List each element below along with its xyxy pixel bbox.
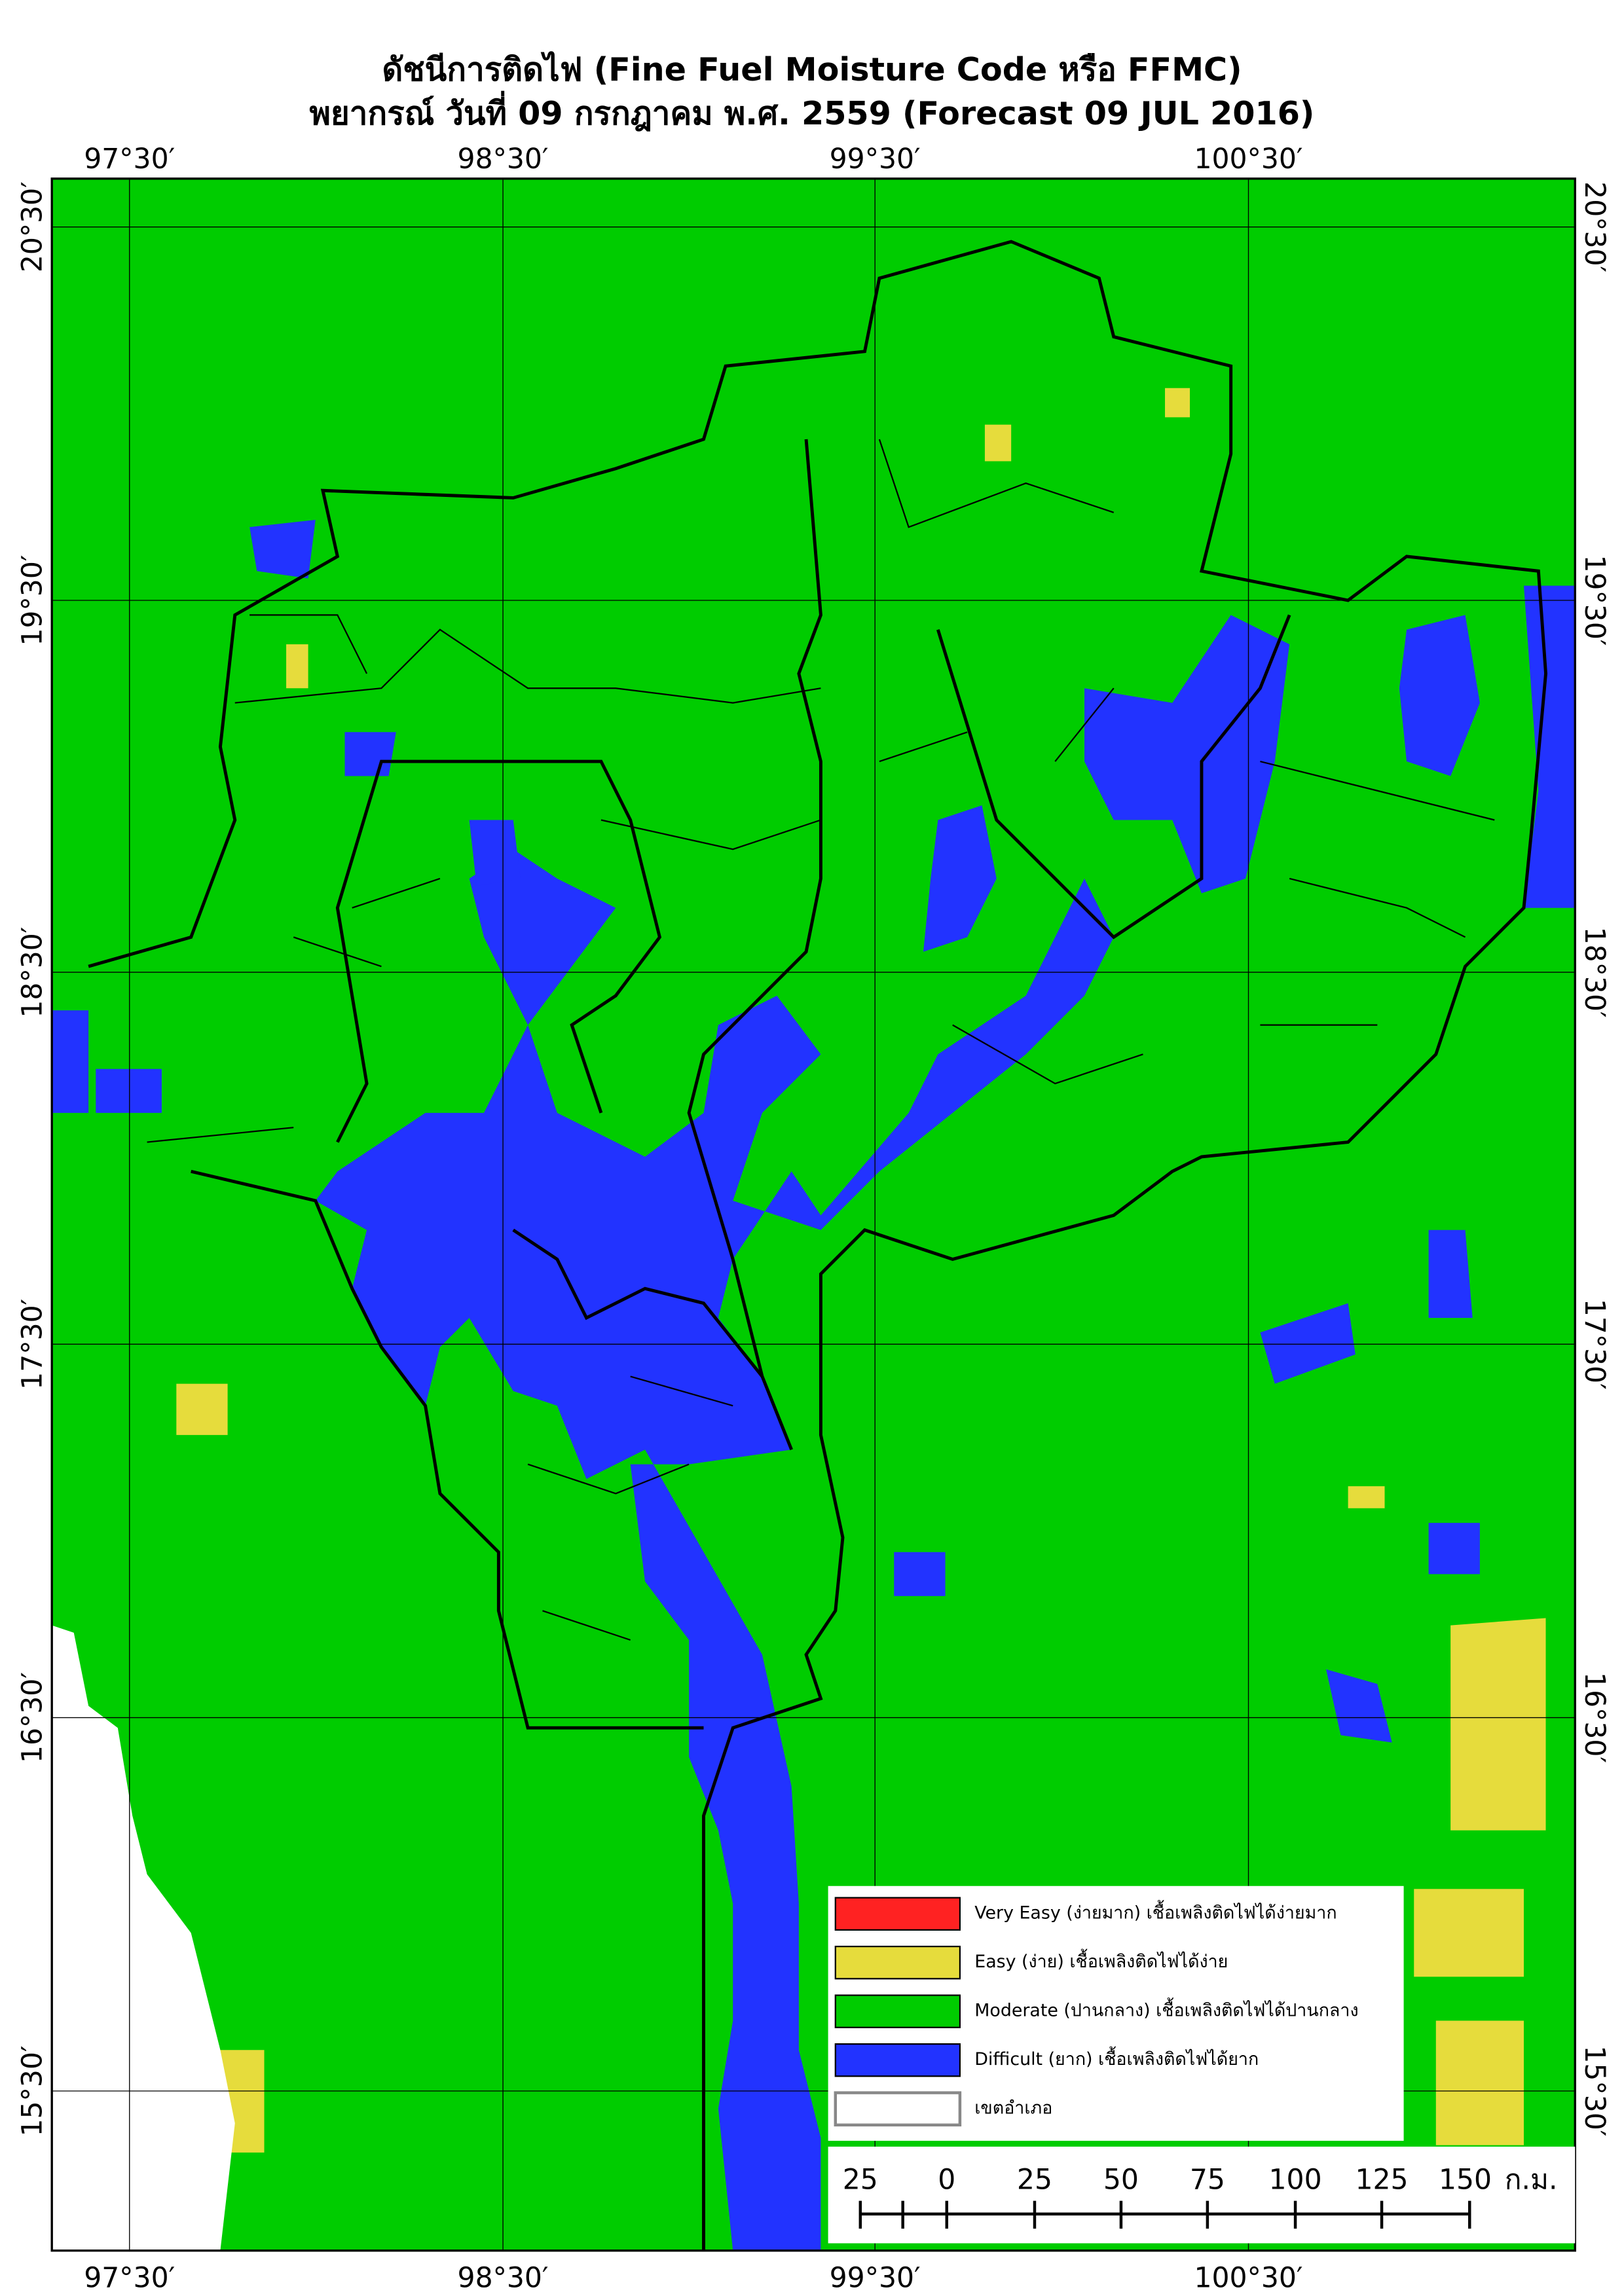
legend-label: เขตอำเภอ (974, 2098, 1052, 2119)
scale-label: 125 (1355, 2164, 1408, 2196)
scale-label: 0 (938, 2164, 955, 2196)
no-data-area (52, 1625, 235, 2251)
legend-swatch (834, 1994, 961, 2028)
latitude-label-left: 20°30′ (17, 181, 49, 272)
legend-swatch (834, 2091, 962, 2127)
latitude-label-left: 16°30′ (17, 1672, 49, 1763)
scale-unit: ก.ม. (1505, 2164, 1558, 2196)
scale-label: 25 (843, 2164, 878, 2196)
latitude-label-right: 15°30′ (1578, 2045, 1610, 2136)
district-boundaries (88, 240, 1548, 2251)
easy-areas (176, 388, 1546, 2153)
latitude-label-left: 15°30′ (17, 2045, 49, 2136)
latitude-label-right: 17°30′ (1578, 1299, 1610, 1390)
scale-label: 50 (1103, 2164, 1139, 2196)
title: ดัชนีการติดไฟ (Fine Fuel Moisture Code ห… (382, 50, 1242, 88)
legend-label: Difficult (ยาก) เชื้อเพลิงติดไฟได้ยาก (974, 2047, 1259, 2069)
longitude-label-top: 98°30′ (458, 143, 549, 175)
longitude-label-bottom: 98°30′ (458, 2263, 549, 2295)
latitude-label-right: 19°30′ (1578, 555, 1610, 646)
subtitle: พยากรณ์ วันที่ 09 กรกฎาคม พ.ศ. 2559 (For… (310, 90, 1315, 132)
longitude-label-top: 99°30′ (830, 143, 921, 175)
scale-items: 25 0 25 50 75 100 125 150 ก.ม. (843, 2164, 1558, 2229)
scale-label: 25 (1017, 2164, 1052, 2196)
raster (52, 178, 1576, 2251)
longitude-label-top: 97°30′ (84, 143, 175, 175)
legend-swatch (834, 1897, 961, 1931)
longitude-label-bottom: 99°30′ (830, 2263, 921, 2295)
legend-swatch (834, 2043, 961, 2077)
difficult-areas (52, 519, 1576, 2251)
latitude-label-left: 18°30′ (17, 927, 49, 1018)
map-frame (50, 177, 1576, 2252)
legend-items: Very Easy (ง่ายมาก) เชื้อเพลิงติดไฟได้ง่… (834, 1897, 1359, 2127)
legend-label: Very Easy (ง่ายมาก) เชื้อเพลิงติดไฟได้ง่… (974, 1901, 1337, 1923)
legend-swatch (834, 1946, 961, 1980)
legend: Very Easy (ง่ายมาก) เชื้อเพลิงติดไฟได้ง่… (828, 1886, 1404, 2141)
latitude-label-right: 18°30′ (1578, 927, 1610, 1018)
legend-label: Moderate (ปานกลาง) เชื้อเพลิงติดไฟได้ปาน… (974, 1998, 1358, 2021)
scale-bar: 25 0 25 50 75 100 125 150 ก.ม. (828, 2146, 1576, 2244)
latitude-label-right: 20°30′ (1578, 181, 1610, 272)
latitude-label-left: 19°30′ (17, 555, 49, 646)
longitude-label-top: 100°30′ (1194, 143, 1302, 175)
scale-box (828, 2146, 1576, 2244)
latitude-label-right: 16°30′ (1578, 1672, 1610, 1763)
longitude-label-bottom: 97°30′ (84, 2263, 175, 2295)
scale-label: 100 (1269, 2164, 1322, 2196)
legend-label: Easy (ง่าย) เชื้อเพลิงติดไฟได้ง่าย (974, 1949, 1228, 1972)
scale-label: 150 (1439, 2164, 1492, 2196)
latitude-label-left: 17°30′ (17, 1299, 49, 1390)
longitude-label-bottom: 100°30′ (1194, 2263, 1302, 2295)
scale-label: 75 (1190, 2164, 1225, 2196)
